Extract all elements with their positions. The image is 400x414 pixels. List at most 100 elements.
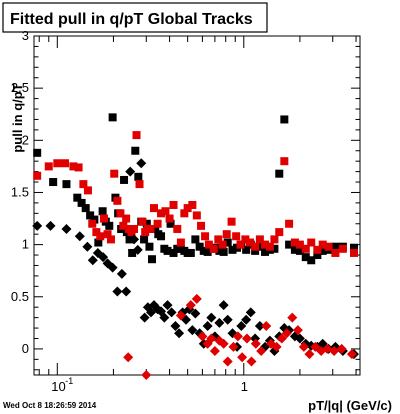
data-point-diamond	[190, 308, 201, 319]
data-point-square	[228, 245, 237, 254]
data-point-square	[169, 200, 178, 209]
data-point-square	[138, 217, 147, 226]
data-point-diamond	[222, 314, 233, 325]
y-tick-label: 3	[22, 28, 29, 43]
data-point-square	[223, 238, 232, 247]
data-point-square	[246, 238, 255, 247]
data-point-square	[166, 219, 175, 228]
data-point-square	[301, 244, 310, 253]
data-point-square	[285, 219, 294, 228]
data-point-square	[255, 242, 264, 251]
data-point-square	[151, 224, 160, 233]
data-point-square	[275, 228, 284, 237]
data-point-square	[105, 221, 114, 230]
data-point-square	[349, 243, 358, 252]
data-point-diamond	[206, 312, 217, 323]
data-point-square	[295, 240, 304, 249]
data-point-square	[215, 246, 224, 255]
data-marks	[32, 113, 359, 380]
data-point-diamond	[256, 346, 267, 357]
data-point-square	[44, 162, 53, 171]
data-point-diamond	[141, 370, 152, 380]
data-point-square	[255, 235, 264, 244]
data-point-square	[149, 204, 158, 213]
data-point-square	[169, 248, 178, 257]
data-point-diamond	[162, 300, 173, 311]
data-point-square	[214, 235, 223, 244]
data-point-square	[119, 221, 128, 230]
data-point-square	[69, 162, 78, 171]
y-tick-label: 1.5	[11, 184, 29, 199]
data-point-square	[324, 242, 333, 251]
data-point-diamond	[228, 341, 239, 352]
data-point-square	[331, 248, 340, 257]
axes: 0 0.5 1 1.5 2 2.5 3 10 -1 1	[11, 28, 361, 394]
timestamp: Wed Oct 8 18:26:59 2014	[3, 401, 97, 410]
data-point-square	[280, 157, 289, 166]
data-point-square	[61, 159, 70, 168]
data-point-square	[161, 207, 170, 216]
data-point-square	[204, 240, 213, 249]
data-point-square	[99, 214, 108, 223]
data-point-square	[33, 148, 42, 157]
data-point-diamond	[346, 349, 357, 360]
data-point-square	[275, 169, 284, 178]
data-point-square	[157, 232, 166, 241]
data-point-diamond	[209, 346, 220, 357]
data-point-square	[146, 224, 155, 233]
data-point-square	[96, 232, 105, 241]
data-point-diamond	[116, 268, 127, 279]
data-point-diamond	[222, 356, 233, 367]
data-point-square	[128, 248, 137, 257]
data-point-square	[148, 255, 157, 264]
data-point-square	[307, 238, 316, 247]
data-point-square	[106, 235, 115, 244]
data-point-diamond	[170, 320, 181, 331]
data-point-square	[201, 232, 210, 241]
data-point-diamond	[166, 307, 177, 318]
data-point-diamond	[241, 333, 252, 344]
data-point-square	[192, 211, 201, 220]
data-point-square	[176, 238, 185, 247]
data-point-square	[92, 228, 101, 237]
chart-title-box: Fitted pull in q/pT Global Tracks	[2, 2, 268, 33]
data-point-diamond	[329, 346, 340, 357]
x-tick-label: 1	[241, 379, 248, 394]
data-point-square	[173, 224, 182, 233]
y-tick-label: 2.5	[11, 80, 29, 95]
data-point-square	[338, 244, 347, 253]
data-point-square	[349, 248, 358, 257]
data-point-diamond	[125, 166, 136, 177]
data-point-diamond	[206, 333, 217, 344]
data-point-square	[33, 171, 42, 180]
data-point-square	[110, 169, 119, 178]
data-point-square	[241, 235, 250, 244]
data-point-diamond	[132, 244, 143, 255]
data-point-square	[88, 219, 97, 228]
y-tick-label: 1	[22, 237, 29, 252]
y-tick-label: 0.5	[11, 289, 29, 304]
data-point-square	[331, 242, 340, 251]
data-point-diamond	[287, 312, 298, 323]
data-point-square	[301, 253, 310, 262]
data-point-square	[251, 246, 260, 255]
data-point-square	[270, 244, 279, 253]
data-point-diamond	[232, 331, 243, 342]
data-point-square	[134, 172, 143, 181]
data-point-square	[209, 244, 218, 253]
data-point-square	[94, 238, 103, 247]
data-point-diamond	[187, 325, 198, 336]
data-point-diamond	[139, 312, 150, 323]
data-point-square	[236, 240, 245, 249]
data-point-square	[290, 238, 299, 247]
data-point-square	[295, 246, 304, 255]
x-tick-label: 10	[51, 379, 65, 394]
data-point-diamond	[294, 333, 305, 344]
data-point-square	[251, 242, 260, 251]
data-point-square	[227, 217, 236, 226]
data-point-diamond	[112, 286, 123, 297]
data-point-diamond	[45, 220, 56, 231]
data-point-square	[140, 235, 149, 244]
data-point-diamond	[336, 343, 347, 354]
